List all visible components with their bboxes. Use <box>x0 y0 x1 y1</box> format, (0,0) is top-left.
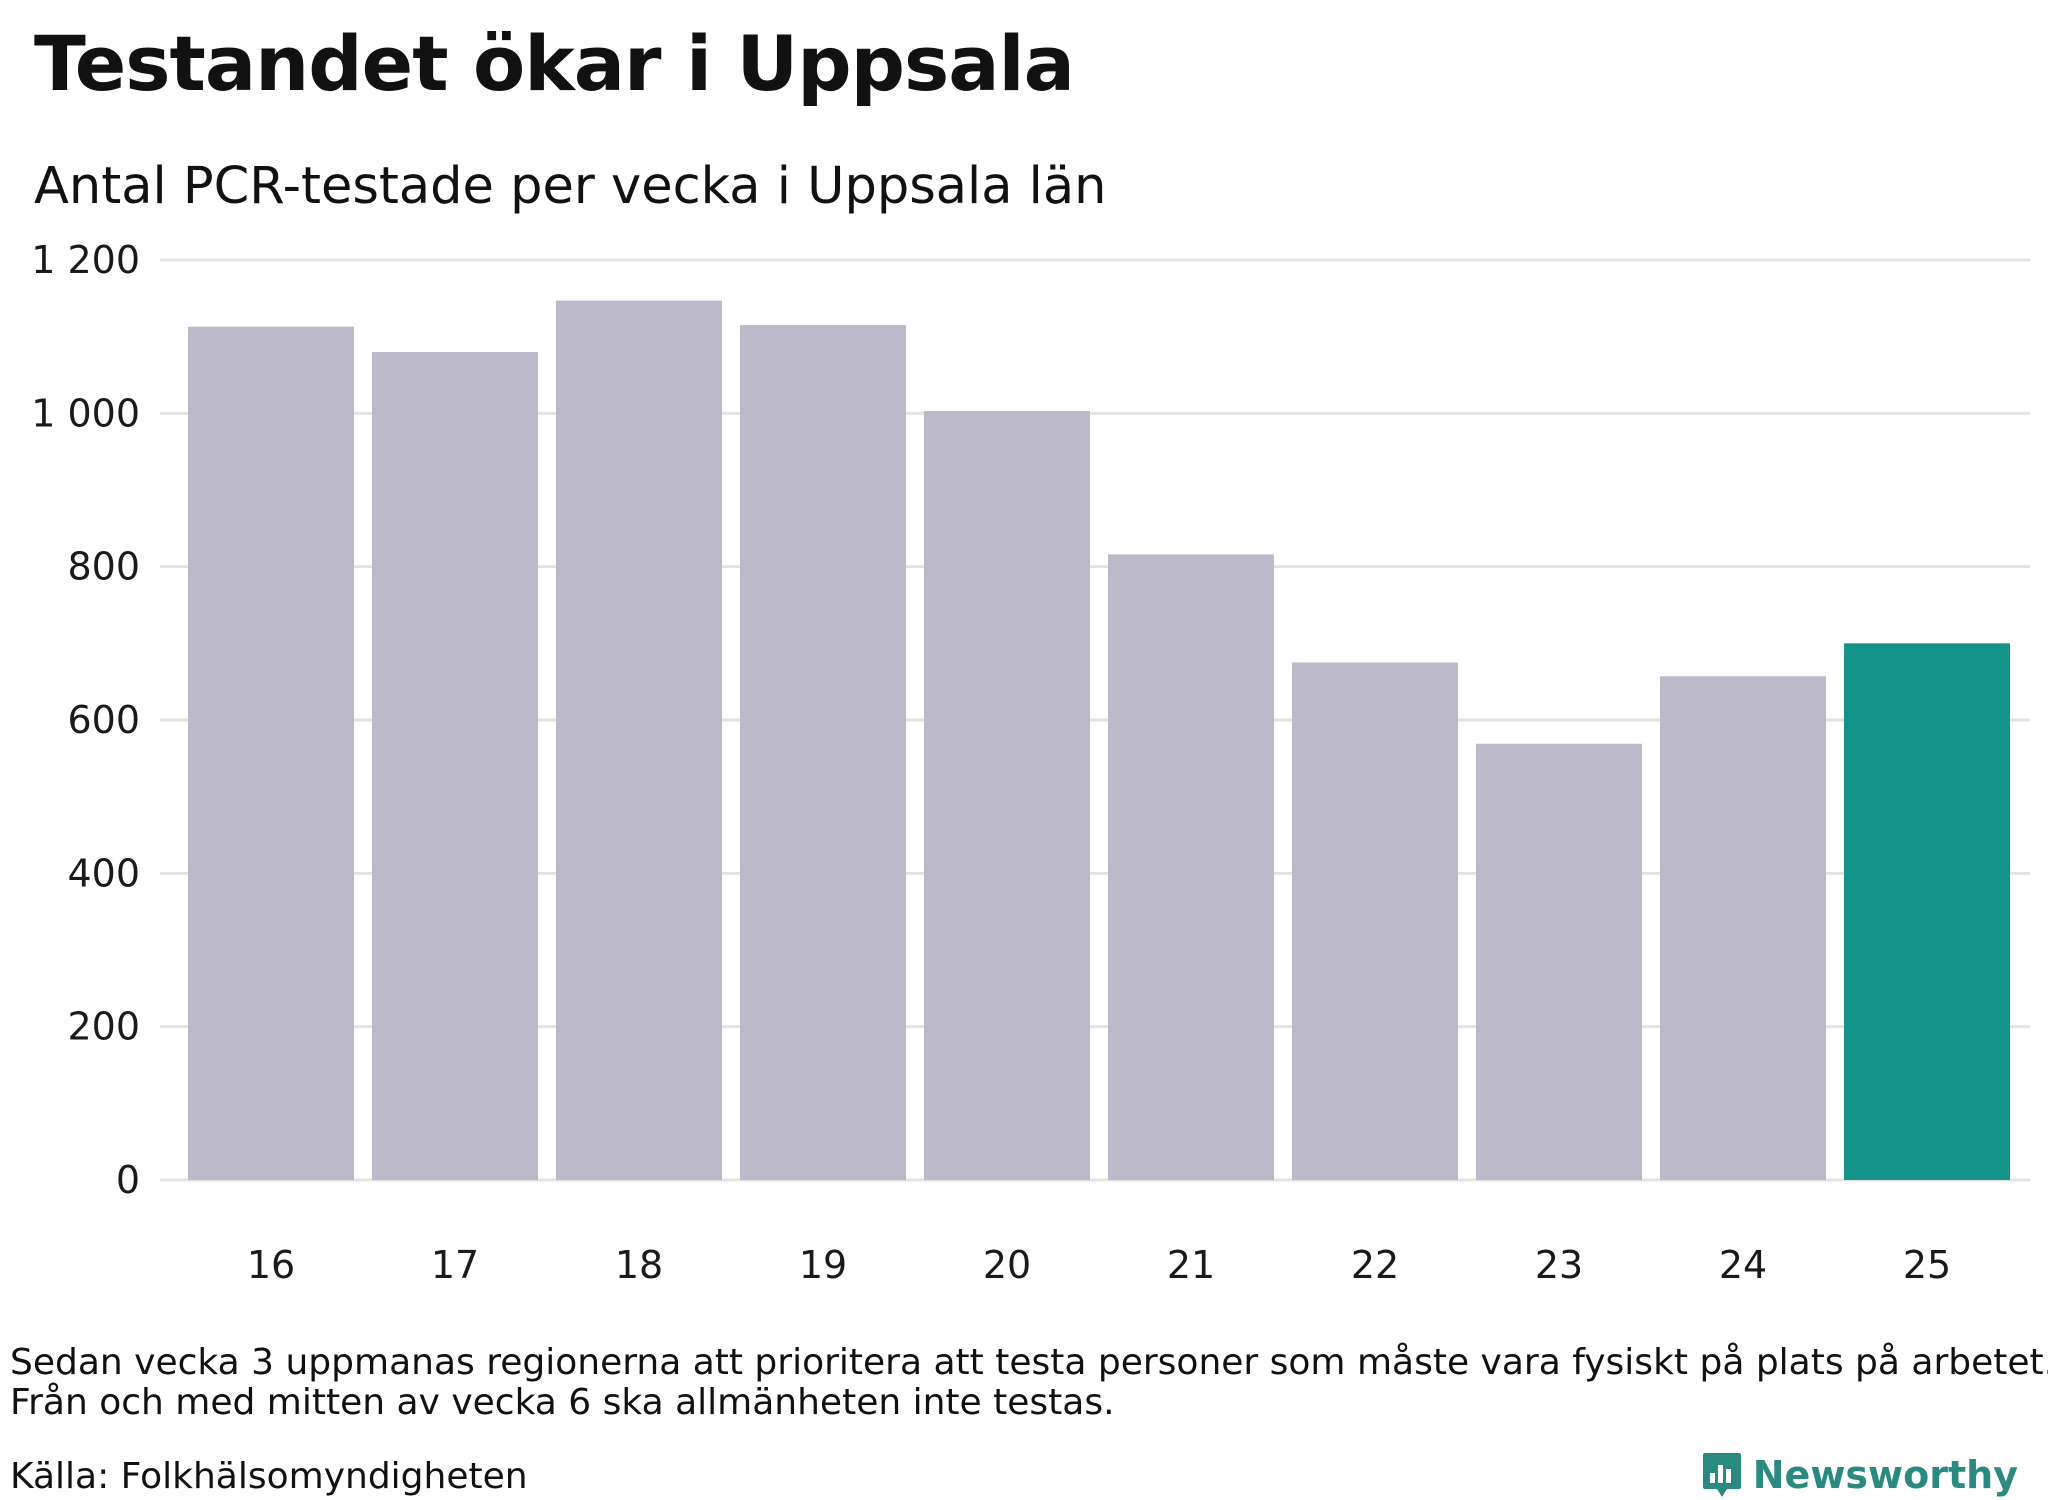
x-tick-label: 16 <box>247 1243 295 1287</box>
y-tick-label: 400 <box>67 851 140 895</box>
bar-week-20 <box>924 411 1090 1180</box>
y-tick-label: 800 <box>67 545 140 589</box>
x-tick-label: 19 <box>799 1243 847 1287</box>
x-tick-label: 21 <box>1167 1243 1215 1287</box>
y-axis-ticks: 0 200 400 600 800 1 000 1 200 <box>31 238 140 1202</box>
x-axis-ticks: 16 17 18 19 20 21 22 23 24 25 <box>247 1243 1951 1287</box>
bar-week-19 <box>740 325 906 1181</box>
y-tick-label: 200 <box>67 1005 140 1049</box>
y-tick-label: 600 <box>67 698 140 742</box>
chart-subtitle: Antal PCR-testade per vecka i Uppsala lä… <box>34 157 1107 216</box>
bars <box>188 300 2010 1181</box>
bar-week-17 <box>372 352 538 1180</box>
bar-week-21 <box>1108 554 1274 1180</box>
y-tick-label: 1 200 <box>31 238 140 282</box>
bar-chart: 0 200 400 600 800 1 000 1 200 16 17 18 19 20 21 22 23… <box>31 238 2030 1287</box>
newsworthy-logo-icon <box>1702 1453 1741 1497</box>
chart-title: Testandet ökar i Uppsala <box>34 19 1075 108</box>
brand: Newsworthy <box>1701 1451 2018 1499</box>
bar-week-22 <box>1292 662 1458 1180</box>
x-tick-label: 24 <box>1719 1243 1767 1287</box>
x-tick-label: 20 <box>983 1243 1031 1287</box>
brand-name: Newsworthy <box>1752 1453 2018 1497</box>
bar-week-24 <box>1660 676 1826 1180</box>
source-label: Källa: Folkhälsomyndigheten <box>10 1456 528 1497</box>
x-tick-label: 25 <box>1903 1243 1951 1287</box>
x-tick-label: 22 <box>1351 1243 1399 1287</box>
x-tick-label: 23 <box>1535 1243 1583 1287</box>
y-tick-label: 0 <box>116 1158 140 1202</box>
bar-week-18 <box>556 300 722 1181</box>
bar-week-25 <box>1844 643 2010 1180</box>
bar-week-23 <box>1476 743 1642 1180</box>
footnote-line-2: Från och med mitten av vecka 6 ska allmä… <box>10 1382 1115 1423</box>
bar-week-16 <box>188 326 354 1180</box>
footnote: Sedan vecka 3 uppmanas regionerna att pr… <box>10 1343 2048 1423</box>
x-tick-label: 18 <box>615 1243 663 1287</box>
x-tick-label: 17 <box>431 1243 479 1287</box>
footnote-line-1: Sedan vecka 3 uppmanas regionerna att pr… <box>10 1342 2048 1383</box>
y-tick-label: 1 000 <box>31 391 140 435</box>
